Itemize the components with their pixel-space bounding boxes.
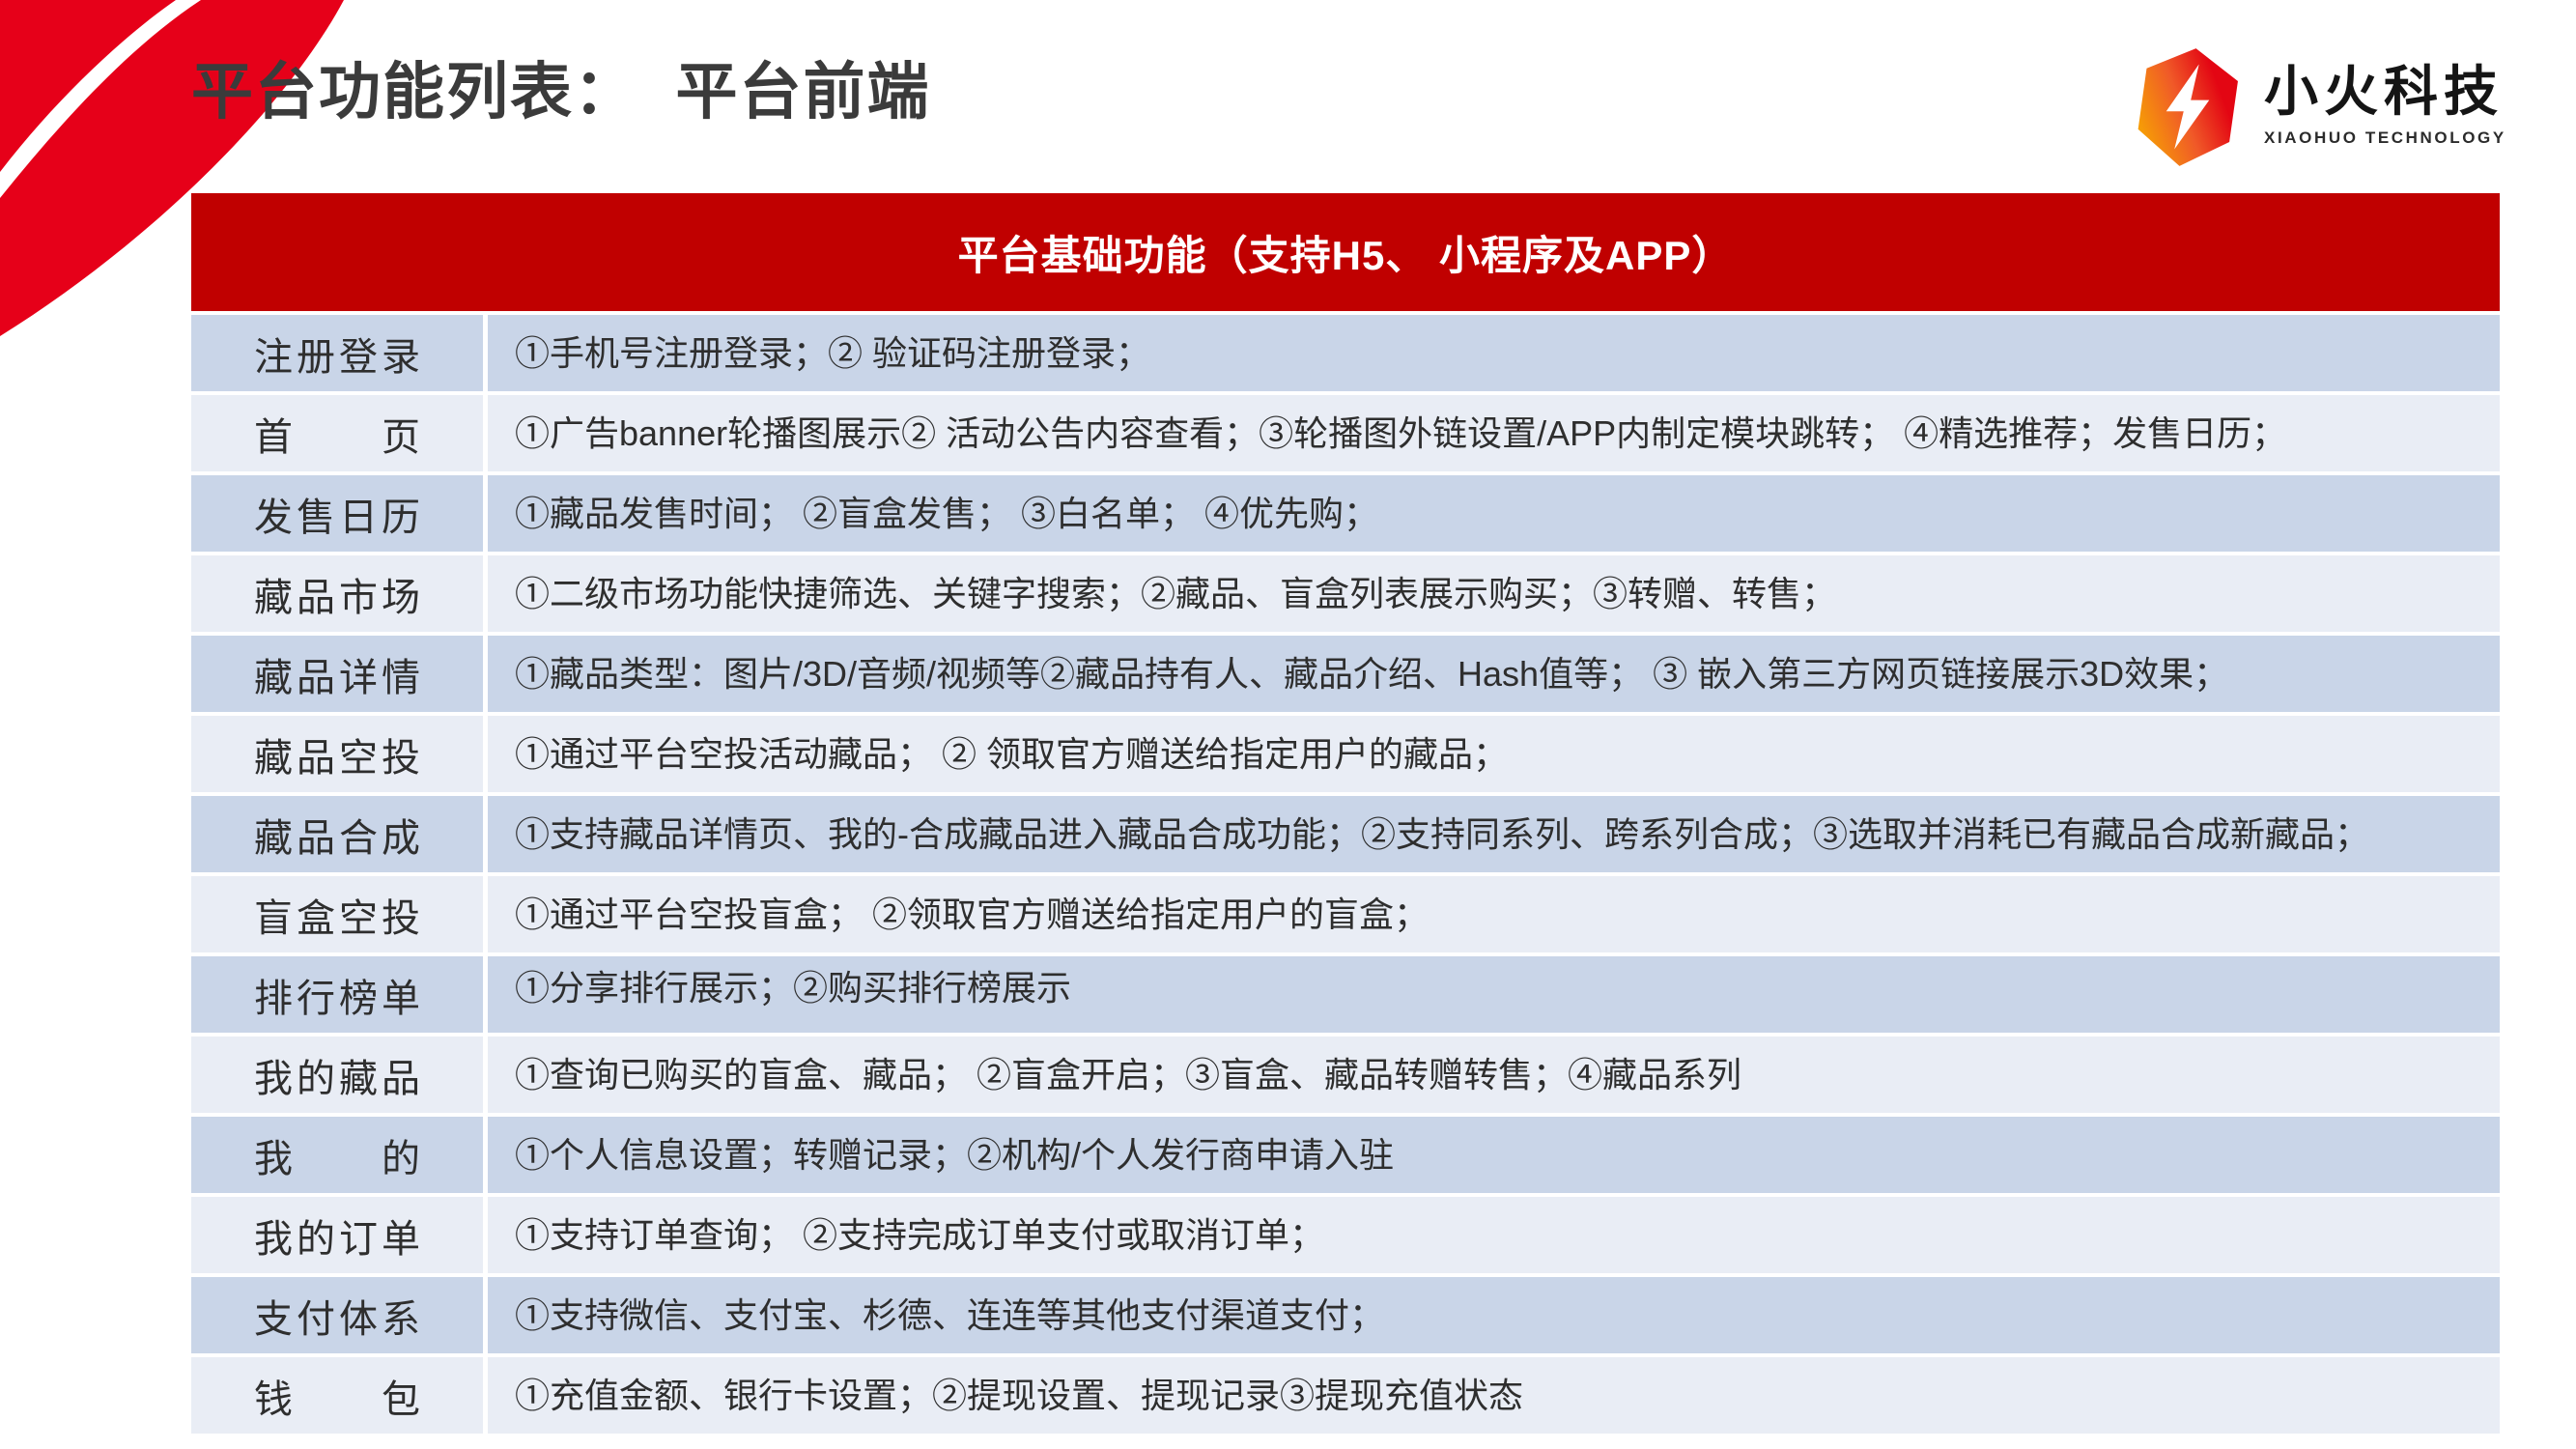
table-row: 我的 ①个人信息设置；转赠记录；②机构/个人发行商申请入驻	[191, 1113, 2500, 1193]
row-label-cell: 排行榜单	[191, 956, 488, 1033]
page-title: 平台功能列表： 平台前端	[191, 57, 931, 127]
row-description: ①藏品类型：图片/3D/音频/视频等②藏品持有人、藏品介绍、Hash值等； ③ …	[515, 654, 2229, 694]
table-row: 我的藏品 ①查询已购买的盲盒、藏品； ②盲盒开启；③盲盒、藏品转赠转售；④藏品系…	[191, 1033, 2500, 1113]
table-row: 发售日历 ①藏品发售时间； ②盲盒发售； ③白名单； ④优先购；	[191, 471, 2500, 552]
table-row: 支付体系 ①支持微信、支付宝、杉德、连连等其他支付渠道支付；	[191, 1273, 2500, 1353]
row-label-cell: 我的藏品	[191, 1037, 488, 1113]
row-label: 我的订单	[254, 1217, 420, 1261]
table-row: 藏品空投 ①通过平台空投活动藏品； ② 领取官方赠送给指定用户的藏品；	[191, 712, 2500, 792]
table-header: 平台基础功能（支持H5、 小程序及APP）	[191, 193, 2500, 311]
row-label: 支付体系	[254, 1297, 420, 1341]
row-label: 藏品市场	[254, 576, 420, 619]
row-label: 藏品空投	[254, 736, 420, 780]
row-description: ①支持订单查询； ②支持完成订单支付或取消订单；	[515, 1215, 1325, 1255]
table-row: 钱包 ①充值金额、银行卡设置；②提现设置、提现记录③提现充值状态	[191, 1353, 2500, 1434]
row-label: 藏品合成	[254, 816, 420, 860]
row-label-cell: 藏品空投	[191, 716, 488, 792]
row-description: ①支持藏品详情页、我的-合成藏品进入藏品合成功能；②支持同系列、跨系列合成；③选…	[515, 814, 2369, 854]
row-label-cell: 首页	[191, 395, 488, 471]
row-label-cell: 藏品合成	[191, 796, 488, 872]
row-label-cell: 钱包	[191, 1357, 488, 1434]
logo-text-block: 小火科技 XIAOHUO TECHNOLOGY	[2264, 46, 2506, 148]
row-description: ①手机号注册登录；② 验证码注册登录；	[515, 333, 1151, 373]
row-description: ①查询已购买的盲盒、藏品； ②盲盒开启；③盲盒、藏品转赠转售；④藏品系列	[515, 1055, 1742, 1094]
row-label-cell: 我的订单	[191, 1197, 488, 1273]
row-label: 盲盒空投	[254, 896, 420, 940]
row-label: 发售日历	[254, 496, 420, 539]
table-row: 我的订单 ①支持订单查询； ②支持完成订单支付或取消订单；	[191, 1193, 2500, 1273]
row-label-cell: 盲盒空投	[191, 876, 488, 952]
logo-company-subtitle: XIAOHUO TECHNOLOGY	[2264, 128, 2506, 147]
table-row: 藏品详情 ①藏品类型：图片/3D/音频/视频等②藏品持有人、藏品介绍、Hash值…	[191, 632, 2500, 712]
row-label: 我的	[254, 1137, 420, 1180]
row-description: ①藏品发售时间； ②盲盒发售； ③白名单； ④优先购；	[515, 494, 1379, 533]
row-description: ①支持微信、支付宝、杉德、连连等其他支付渠道支付；	[515, 1295, 1385, 1335]
table-row: 首页 ①广告banner轮播图展示② 活动公告内容查看；③轮播图外链设置/APP…	[191, 391, 2500, 471]
row-label: 钱包	[254, 1378, 420, 1421]
row-label: 藏品详情	[254, 656, 420, 699]
row-label-cell: 发售日历	[191, 475, 488, 552]
table-row: 藏品合成 ①支持藏品详情页、我的-合成藏品进入藏品合成功能；②支持同系列、跨系列…	[191, 792, 2500, 872]
row-description: ①二级市场功能快捷筛选、关键字搜索；②藏品、盲盒列表展示购买；③转赠、转售；	[515, 574, 1837, 613]
row-description: ①充值金额、银行卡设置；②提现设置、提现记录③提现充值状态	[515, 1376, 1524, 1415]
row-label-cell: 注册登录	[191, 315, 488, 391]
corner-swoosh-decoration	[0, 0, 344, 336]
logo-company-name: 小火科技	[2264, 61, 2504, 122]
company-logo: 小火科技 XIAOHUO TECHNOLOGY	[2137, 46, 2506, 168]
row-description: ①个人信息设置；转赠记录；②机构/个人发行商申请入驻	[515, 1135, 1395, 1175]
table-body: 注册登录 ①手机号注册登录；② 验证码注册登录； 首页 ①广告banner轮播图…	[191, 311, 2500, 1434]
row-label-cell: 支付体系	[191, 1277, 488, 1353]
row-label-cell: 我的	[191, 1117, 488, 1193]
row-label-cell: 藏品市场	[191, 555, 488, 632]
table-row: 注册登录 ①手机号注册登录；② 验证码注册登录；	[191, 311, 2500, 391]
row-description: ①通过平台空投盲盒； ②领取官方赠送给指定用户的盲盒；	[515, 895, 1430, 934]
row-description: ①通过平台空投活动藏品； ② 领取官方赠送给指定用户的藏品；	[515, 734, 1509, 774]
row-label: 我的藏品	[254, 1057, 420, 1100]
table-row: 排行榜单 ①分享排行展示；②购买排行榜展示	[191, 952, 2500, 1033]
row-label-cell: 藏品详情	[191, 636, 488, 712]
table-row: 盲盒空投 ①通过平台空投盲盒； ②领取官方赠送给指定用户的盲盒；	[191, 872, 2500, 952]
row-description: ①分享排行展示；②购买排行榜展示	[515, 968, 1072, 1008]
logo-hexagon-bolt-icon	[2137, 48, 2238, 166]
table-row: 藏品市场 ①二级市场功能快捷筛选、关键字搜索；②藏品、盲盒列表展示购买；③转赠、…	[191, 552, 2500, 632]
row-label: 首页	[254, 415, 420, 459]
feature-table: 平台基础功能（支持H5、 小程序及APP） 注册登录 ①手机号注册登录；② 验证…	[191, 193, 2500, 1434]
row-label: 注册登录	[254, 335, 420, 379]
row-label: 排行榜单	[254, 977, 420, 1020]
row-description: ①广告banner轮播图展示② 活动公告内容查看；③轮播图外链设置/APP内制定…	[515, 413, 2287, 453]
